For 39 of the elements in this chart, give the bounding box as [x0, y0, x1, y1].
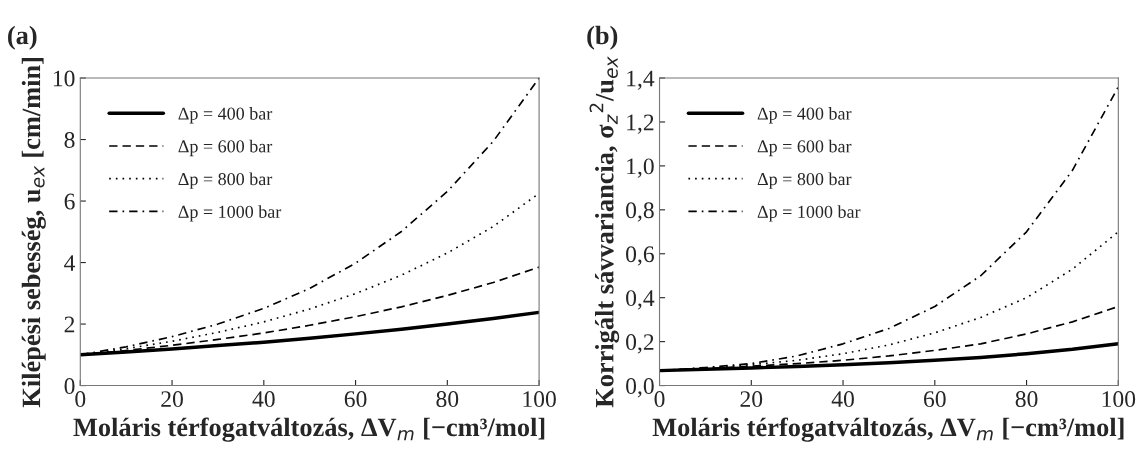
chart-title: (a) [8, 25, 37, 50]
x-tick-label: 100 [523, 391, 556, 408]
y-tick-label: 6 [64, 193, 75, 210]
chart-title: (b) [587, 25, 618, 50]
x-tick-label: 80 [436, 391, 459, 408]
y-tick-label: 10 [53, 70, 75, 87]
x-tick-label: 60 [344, 391, 367, 408]
x-tick-label: 40 [831, 391, 854, 408]
legend-label: Δp = 600 bar [757, 139, 852, 157]
legend-label: Δp = 1000 bar [757, 205, 861, 222]
y-tick-label: 0,4 [626, 290, 655, 310]
y-tick-label: 1,4 [627, 70, 655, 90]
y-tick-label: 0,6 [626, 246, 654, 266]
legend-label: Δp = 800 bar [757, 172, 852, 189]
x-tick-label: 40 [252, 391, 275, 408]
y-tick-label: 0,2 [626, 334, 654, 354]
x-tick-label: 20 [161, 391, 183, 408]
x-tick-label: 100 [1102, 391, 1136, 408]
y-tick-label: 0 [64, 378, 75, 394]
x-tick-label: 0 [75, 391, 86, 408]
x-tick-label: 80 [1015, 391, 1038, 408]
y-tick-label: 2 [64, 316, 75, 333]
legend-label: Δp = 800 bar [178, 172, 273, 189]
y-tick-label: 0,8 [626, 202, 654, 222]
y-tick-label: 4 [64, 255, 76, 271]
y-axis-title: Kilépési sebesség, u$_{ex}$ [cm/min] [21, 58, 46, 408]
x-axis-title: Moláris térfogatváltozás, ΔV$_{m}$ [−cm³/mol] [73, 417, 545, 442]
y-tick-label: 8 [64, 132, 75, 148]
legend-label: Δp = 600 bar [178, 139, 273, 157]
legend-label: Δp = 400 bar [757, 107, 852, 124]
legend-label: Δp = 1000 bar [178, 205, 282, 222]
x-tick-label: 60 [924, 391, 946, 408]
x-axis-title: Moláris térfogatváltozás, ΔV$_{m}$ [−cm³/mol] [652, 417, 1124, 442]
x-tick-label: 20 [740, 391, 763, 408]
legend-label: Δp = 400 bar [178, 107, 273, 124]
y-tick-label: 1,0 [627, 158, 654, 178]
y-tick-label: 0,0 [626, 378, 654, 398]
y-tick-label: 1,2 [627, 114, 654, 134]
y-axis-title: Korrigált sávvariancia, σ$_{z}$$^{2}$/u$_{ex}$ [589, 56, 620, 408]
